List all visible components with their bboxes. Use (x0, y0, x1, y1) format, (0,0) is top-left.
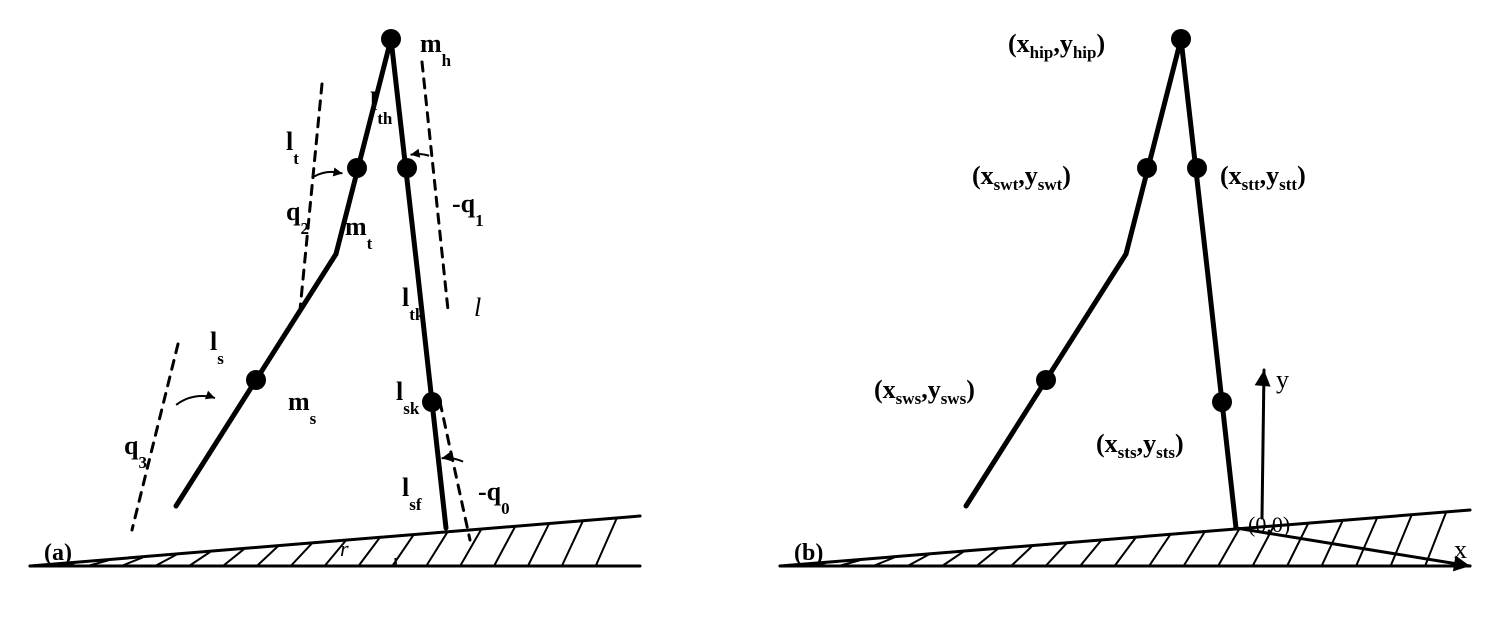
svg-text:(xstt,ystt): (xstt,ystt) (1220, 161, 1306, 194)
svg-text:r: r (340, 536, 349, 561)
svg-text:q3: q3 (124, 431, 147, 472)
svg-text:(xsws,ysws): (xsws,ysws) (874, 375, 975, 408)
svg-text:ls: ls (210, 327, 224, 368)
svg-text:lsk: lsk (396, 377, 420, 418)
svg-text:(b): (b) (794, 540, 823, 566)
svg-text:l: l (474, 293, 481, 322)
svg-text:(0,0): (0,0) (1248, 512, 1290, 537)
svg-text:(xswt,yswt): (xswt,yswt) (972, 161, 1071, 194)
svg-text:x: x (1454, 535, 1467, 564)
svg-text:q2: q2 (286, 197, 309, 238)
svg-text:-q0: -q0 (478, 477, 510, 518)
svg-text:(a): (a) (44, 540, 72, 566)
svg-text:mt: mt (345, 212, 373, 253)
svg-text:-q1: -q1 (452, 189, 484, 230)
svg-text:lt: lt (286, 127, 299, 168)
svg-text:lsf: lsf (402, 473, 422, 514)
svg-text:ms: ms (288, 387, 317, 428)
svg-text:y: y (1276, 365, 1289, 394)
svg-text:(xhip,yhip): (xhip,yhip) (1008, 29, 1105, 62)
svg-text:mh: mh (420, 29, 452, 70)
svg-text:(xsts,ysts): (xsts,ysts) (1096, 429, 1184, 462)
svg-text:lth: lth (370, 87, 393, 128)
diagram-canvas: rmhlthltq2mt-q1ltkllsmslskq3lsf-q0(a)(0,… (0, 0, 1491, 618)
